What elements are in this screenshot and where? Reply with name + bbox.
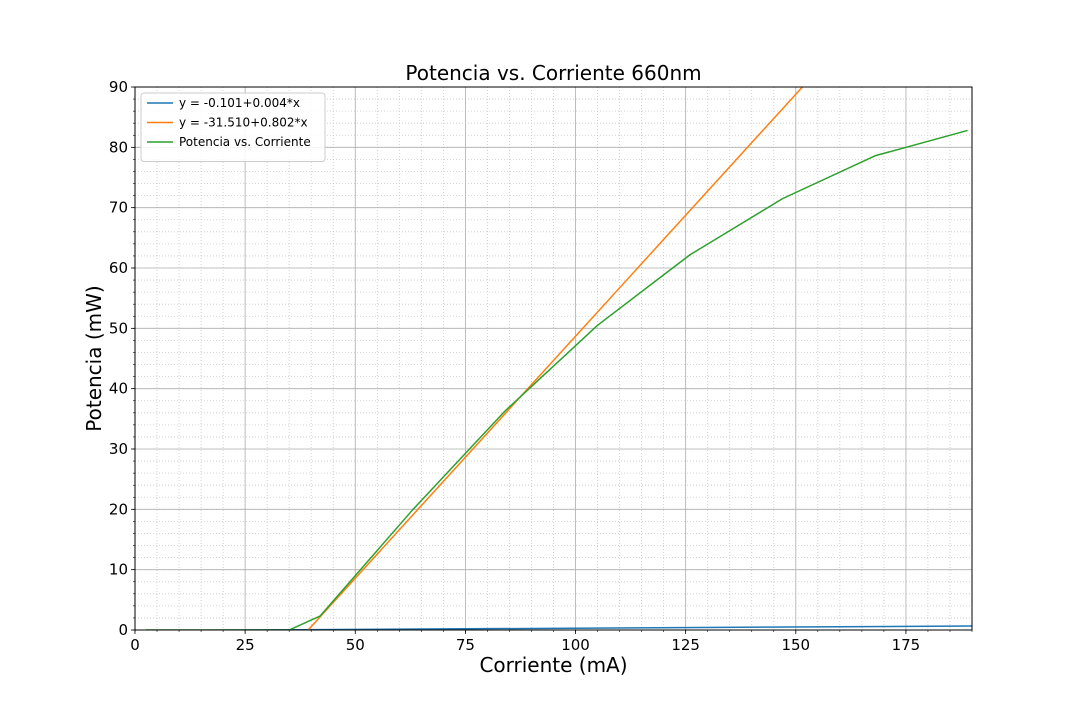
tick-layer: 0 25 50 75 100 125 150 175 0 10 20 30 40 50 60 70 80 90 <box>109 78 973 654</box>
legend-label-3: Potencia vs. Corriente <box>179 135 311 149</box>
series-line-2 <box>307 87 803 630</box>
legend-label-1: y = -0.101+0.004*x <box>179 96 300 110</box>
x-tick-label: 125 <box>671 636 700 654</box>
y-tick-label: 70 <box>109 199 128 217</box>
y-tick-label: 30 <box>109 440 128 458</box>
x-axis-label: Corriente (mA) <box>479 653 627 677</box>
y-tick-label: 40 <box>109 380 128 398</box>
legend: y = -0.101+0.004*x y = -31.510+0.802*x Pot… <box>140 92 326 162</box>
y-tick-label: 60 <box>109 259 128 277</box>
x-tick-label: 75 <box>456 636 475 654</box>
legend-label-2: y = -31.510+0.802*x <box>179 116 308 130</box>
x-tick-label: 25 <box>236 636 255 654</box>
y-tick-label: 20 <box>109 500 128 518</box>
x-tick-label: 175 <box>892 636 921 654</box>
chart-title: Potencia vs. Corriente 660nm <box>405 61 701 85</box>
series-line-3 <box>146 129 968 630</box>
x-tick-label: 50 <box>346 636 365 654</box>
x-tick-label: 150 <box>781 636 810 654</box>
y-tick-label: 10 <box>109 561 128 579</box>
y-tick-label: 0 <box>118 621 128 639</box>
y-tick-label: 90 <box>109 78 128 96</box>
y-tick-label: 50 <box>109 319 128 337</box>
y-tick-label: 80 <box>109 138 128 156</box>
y-axis-label: Potencia (mW) <box>82 285 106 431</box>
legend-box <box>140 92 326 162</box>
x-tick-label: 100 <box>561 636 590 654</box>
x-tick-label: 0 <box>130 636 140 654</box>
